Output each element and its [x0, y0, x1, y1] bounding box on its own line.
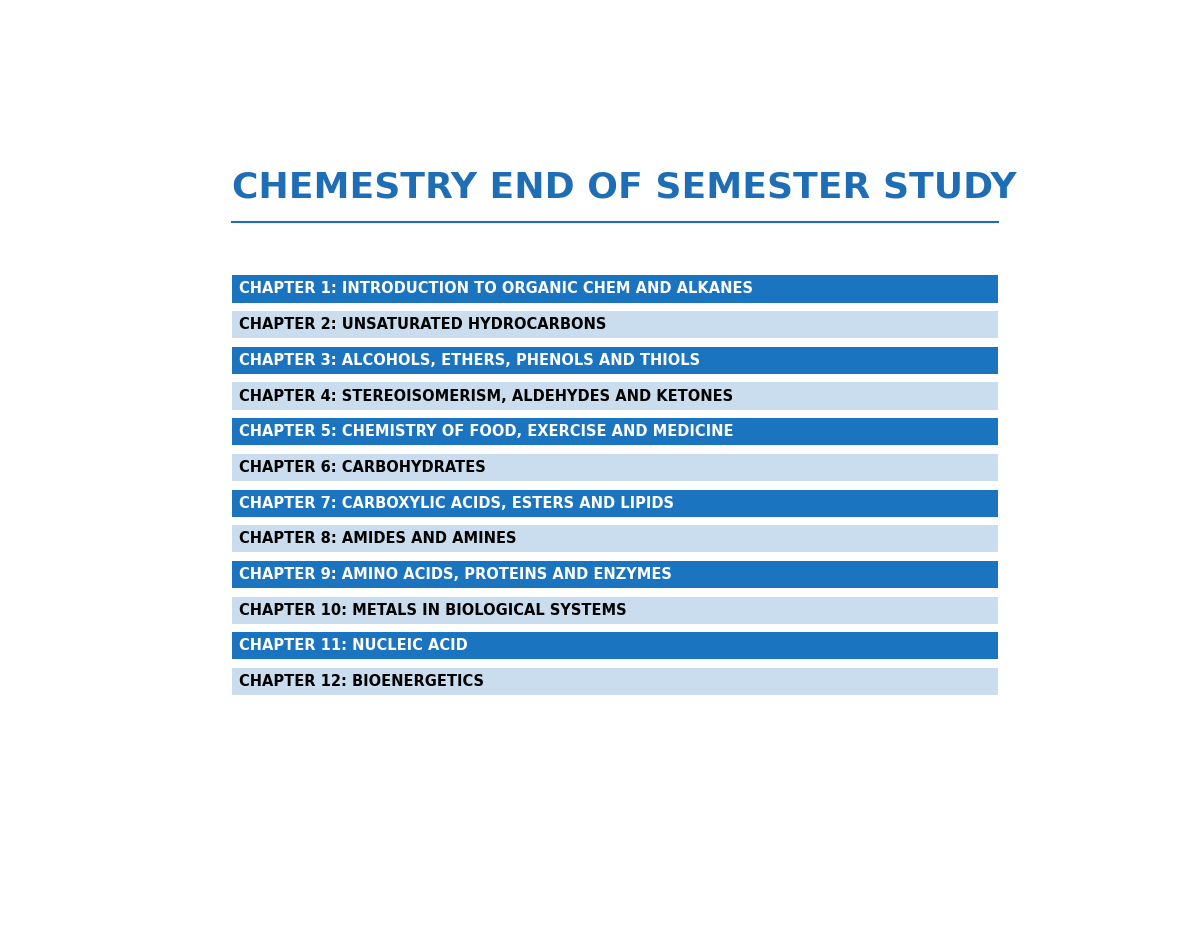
- FancyBboxPatch shape: [232, 383, 998, 410]
- Text: CHAPTER 9: AMINO ACIDS, PROTEINS AND ENZYMES: CHAPTER 9: AMINO ACIDS, PROTEINS AND ENZ…: [239, 567, 672, 582]
- Text: CHEMESTRY END OF SEMESTER STUDY: CHEMESTRY END OF SEMESTER STUDY: [232, 170, 1016, 204]
- Text: CHAPTER 11: NUCLEIC ACID: CHAPTER 11: NUCLEIC ACID: [239, 639, 468, 654]
- Text: CHAPTER 1: INTRODUCTION TO ORGANIC CHEM AND ALKANES: CHAPTER 1: INTRODUCTION TO ORGANIC CHEM …: [239, 282, 754, 297]
- Text: CHAPTER 2: UNSATURATED HYDROCARBONS: CHAPTER 2: UNSATURATED HYDROCARBONS: [239, 317, 607, 332]
- FancyBboxPatch shape: [232, 347, 998, 374]
- Text: CHAPTER 12: BIOENERGETICS: CHAPTER 12: BIOENERGETICS: [239, 674, 485, 689]
- FancyBboxPatch shape: [232, 454, 998, 481]
- FancyBboxPatch shape: [232, 561, 998, 588]
- FancyBboxPatch shape: [232, 632, 998, 659]
- Text: CHAPTER 10: METALS IN BIOLOGICAL SYSTEMS: CHAPTER 10: METALS IN BIOLOGICAL SYSTEMS: [239, 603, 626, 617]
- FancyBboxPatch shape: [232, 597, 998, 624]
- FancyBboxPatch shape: [232, 526, 998, 552]
- Text: CHAPTER 6: CARBOHYDRATES: CHAPTER 6: CARBOHYDRATES: [239, 460, 486, 475]
- FancyBboxPatch shape: [232, 418, 998, 445]
- FancyBboxPatch shape: [232, 668, 998, 695]
- Text: CHAPTER 4: STEREOISOMERISM, ALDEHYDES AND KETONES: CHAPTER 4: STEREOISOMERISM, ALDEHYDES AN…: [239, 388, 733, 403]
- Text: CHAPTER 5: CHEMISTRY OF FOOD, EXERCISE AND MEDICINE: CHAPTER 5: CHEMISTRY OF FOOD, EXERCISE A…: [239, 425, 733, 439]
- Text: CHAPTER 3: ALCOHOLS, ETHERS, PHENOLS AND THIOLS: CHAPTER 3: ALCOHOLS, ETHERS, PHENOLS AND…: [239, 353, 701, 368]
- FancyBboxPatch shape: [232, 311, 998, 338]
- FancyBboxPatch shape: [232, 489, 998, 516]
- Text: CHAPTER 7: CARBOXYLIC ACIDS, ESTERS AND LIPIDS: CHAPTER 7: CARBOXYLIC ACIDS, ESTERS AND …: [239, 496, 674, 511]
- FancyBboxPatch shape: [232, 275, 998, 302]
- Text: CHAPTER 8: AMIDES AND AMINES: CHAPTER 8: AMIDES AND AMINES: [239, 531, 517, 546]
